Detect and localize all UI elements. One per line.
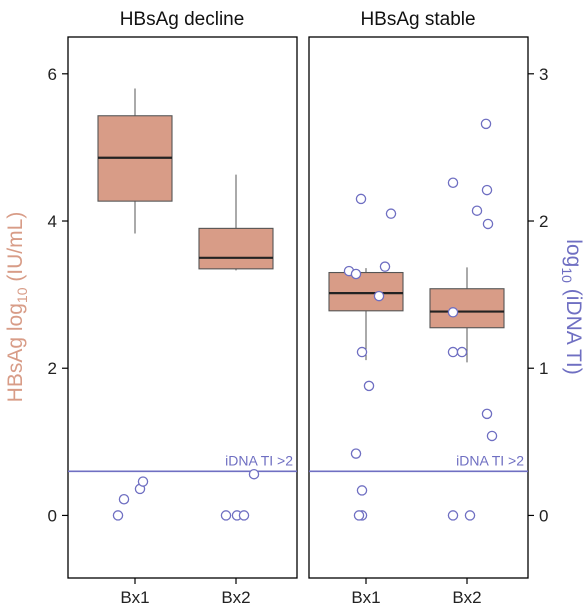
data-point [356, 346, 368, 358]
data-point [480, 118, 492, 130]
box-bx2 [198, 174, 274, 271]
data-point [447, 346, 459, 358]
data-point [471, 205, 483, 216]
y-axis-right: 0 1 2 3 [528, 65, 548, 525]
data-point [350, 268, 362, 280]
threshold-label: iDNA TI >2 [225, 452, 293, 468]
data-point [220, 510, 232, 521]
y-axis-left: 0 2 4 6 [48, 65, 68, 525]
data-point [486, 430, 498, 442]
data-point [118, 493, 130, 505]
box-iqr [328, 271, 404, 312]
data-point [137, 476, 149, 487]
data-point [238, 510, 250, 521]
data-point [447, 510, 459, 521]
data-point [355, 193, 367, 205]
data-point [385, 208, 397, 219]
y-right-tick-label: 3 [539, 65, 548, 84]
data-point [464, 510, 476, 521]
y-left-tick-label: 6 [48, 65, 57, 84]
y-right-tick-label: 2 [539, 212, 548, 231]
y-axis-right-label: log10 (iDNA TI) [559, 239, 583, 374]
panel-hbsag-decline: HBsAg decline iDNA TI >2 Bx1 Bx2 [67, 9, 298, 606]
y-axis-left-label: HBsAg log10 (IU/mL) [4, 212, 30, 403]
threshold-label: iDNA TI >2 [456, 452, 524, 468]
data-point [447, 307, 459, 318]
data-point [482, 218, 494, 230]
data-point [447, 177, 459, 188]
y-right-tick-label: 1 [539, 359, 548, 378]
data-point [481, 184, 493, 196]
x-tick-label: Bx2 [452, 588, 481, 606]
box-bx1 [328, 268, 404, 361]
data-point [363, 380, 375, 392]
data-point [353, 510, 365, 521]
panel-frame [67, 36, 298, 579]
data-point [112, 510, 124, 521]
box-bx2 [429, 267, 505, 363]
data-point [379, 261, 391, 272]
panel-hbsag-stable: HBsAg stable iDNA TI >2 Bx1 Bx2 [308, 9, 529, 606]
data-point [481, 408, 493, 420]
x-tick-label: Bx1 [120, 588, 149, 606]
panel-title: HBsAg stable [360, 9, 475, 30]
data-point [373, 290, 385, 302]
data-point [248, 468, 260, 480]
x-tick-label: Bx1 [351, 588, 380, 606]
y-right-tick-label: 0 [539, 506, 548, 525]
box-iqr [429, 288, 505, 329]
y-left-tick-label: 2 [48, 359, 57, 378]
data-point [456, 346, 468, 358]
data-point [356, 485, 368, 496]
data-point [350, 448, 362, 459]
y-left-tick-label: 0 [48, 506, 57, 525]
panel-title: HBsAg decline [120, 9, 245, 30]
box-bx1 [97, 88, 173, 234]
box-iqr [198, 227, 274, 270]
panel-frame [308, 36, 529, 579]
y-left-tick-label: 4 [48, 212, 57, 231]
x-tick-label: Bx2 [221, 588, 250, 606]
